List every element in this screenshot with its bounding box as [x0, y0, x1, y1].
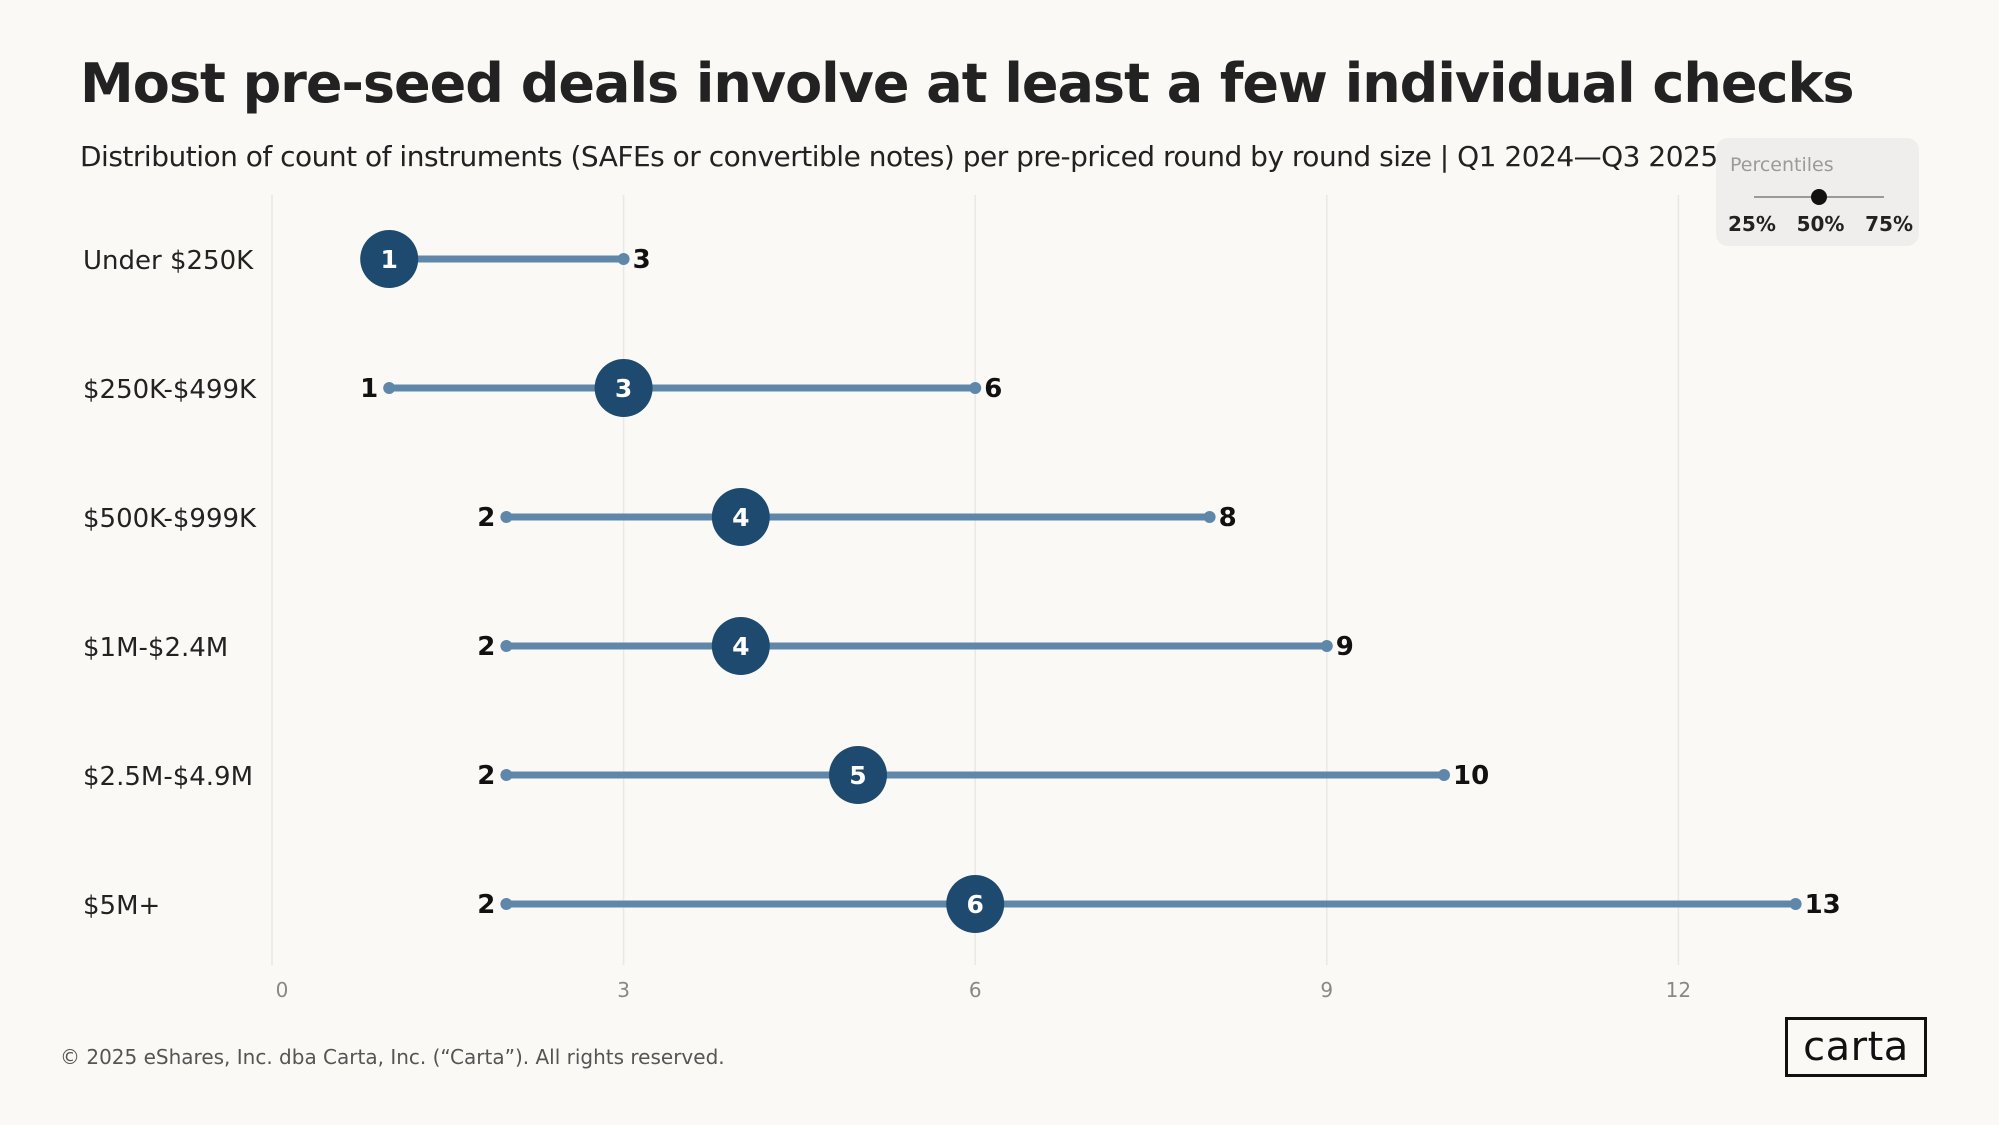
category-label: $2.5M-$4.9M	[83, 762, 253, 792]
p25-label: 2	[477, 503, 495, 533]
p75-label: 9	[1336, 632, 1354, 662]
legend-labels: 25% 50% 75%	[1728, 212, 1913, 236]
p75-point	[1438, 769, 1450, 781]
p25-label: 1	[360, 374, 378, 404]
x-tick-label-0: 0	[276, 978, 289, 1002]
x-tick-label-9: 9	[1320, 978, 1333, 1002]
category-label: $5M+	[83, 891, 160, 921]
p75-label: 3	[633, 245, 651, 275]
median-point	[711, 488, 770, 546]
p75-point	[617, 253, 630, 265]
legend-title: Percentiles	[1730, 154, 1834, 176]
x-tick-label-12: 12	[1666, 978, 1691, 1002]
category-label: $1M-$2.4M	[83, 633, 228, 663]
legend-label-25: 25%	[1728, 212, 1776, 236]
p75-label: 6	[984, 374, 1002, 404]
category-label: $500K-$999K	[83, 504, 257, 534]
median-point	[946, 875, 1005, 933]
x-tick-label-6: 6	[969, 978, 982, 1002]
copyright-footer: © 2025 eShares, Inc. dba Carta, Inc. (“C…	[60, 1045, 725, 1069]
p75-label: 8	[1219, 503, 1237, 533]
p25-point	[383, 382, 396, 394]
median-label: 6	[966, 890, 983, 919]
p75-point	[1203, 511, 1216, 523]
legend-label-75: 75%	[1865, 212, 1913, 236]
median-label: 1	[380, 245, 397, 274]
carta-logo: carta	[1785, 1017, 1927, 1077]
p25-label: 2	[477, 632, 495, 662]
median-point	[594, 359, 653, 417]
median-label: 5	[849, 761, 866, 790]
p25-point	[500, 898, 513, 910]
x-tick-label-3: 3	[617, 978, 630, 1002]
category-label: Under $250K	[83, 246, 254, 276]
p75-label: 13	[1805, 890, 1841, 920]
p25-label: 2	[477, 761, 495, 791]
p75-label: 10	[1453, 761, 1489, 791]
median-label: 4	[732, 632, 749, 661]
legend-median-dot	[1811, 189, 1827, 205]
p25-point	[500, 511, 513, 523]
percentile-legend: Percentiles 25% 50% 75%	[1716, 138, 1919, 246]
chart-title: Most pre-seed deals involve at least a f…	[80, 52, 1855, 115]
median-label: 3	[615, 374, 632, 403]
p25-label: 2	[477, 890, 495, 920]
median-point	[711, 617, 770, 675]
p75-point	[969, 382, 982, 394]
median-point	[360, 230, 419, 288]
p25-point	[500, 640, 513, 652]
p25-point	[500, 769, 513, 781]
p75-point	[1320, 640, 1333, 652]
median-label: 4	[732, 503, 749, 532]
category-label: $250K-$499K	[83, 375, 257, 405]
p75-point	[1789, 898, 1802, 910]
legend-label-50: 50%	[1796, 212, 1845, 236]
median-point	[829, 746, 887, 804]
chart-subtitle: Distribution of count of instruments (SA…	[80, 140, 1718, 173]
